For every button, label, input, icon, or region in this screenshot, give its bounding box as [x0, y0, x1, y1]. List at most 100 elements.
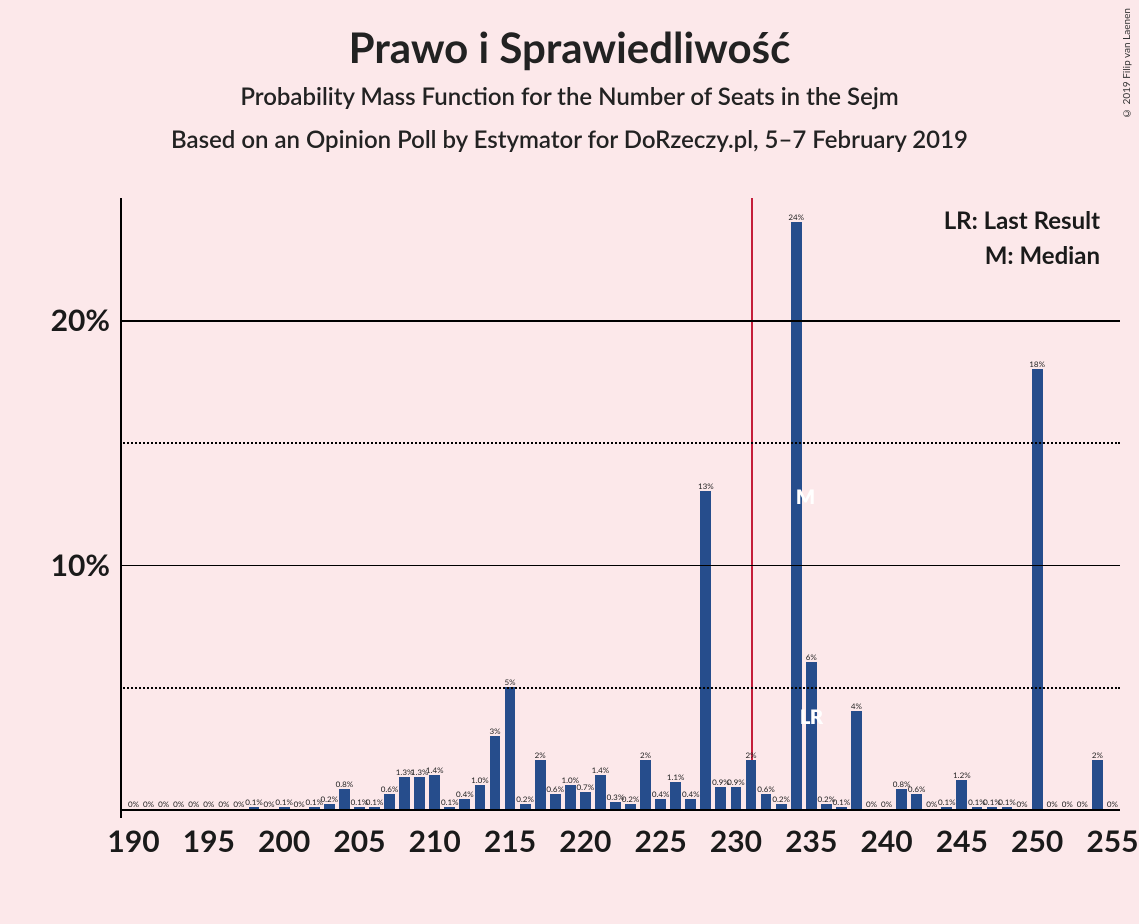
pmf-bar-label: 2%: [535, 750, 546, 760]
chart-titles: Prawo i Sprawiedliwość Probability Mass …: [0, 0, 1139, 154]
y-tick-label: 10%: [25, 547, 110, 583]
pmf-bar-label: 0%: [881, 799, 892, 809]
x-tick-label: 200: [258, 823, 310, 859]
pmf-bar: 0.8%: [339, 789, 350, 809]
median-marker: M: [796, 485, 815, 509]
pmf-bar: 4%: [851, 711, 862, 809]
pmf-bar: 0.6%: [384, 794, 395, 809]
pmf-bar: 0.3%: [610, 802, 621, 809]
pmf-bar: 2%: [535, 760, 546, 809]
pmf-bar-label: 0.4%: [456, 789, 474, 799]
pmf-bar: 0.9%: [715, 787, 726, 809]
pmf-bar-label: 0.2%: [772, 794, 790, 804]
chart-subtitle: Probability Mass Function for the Number…: [0, 82, 1139, 111]
pmf-bar-label: 0.6%: [381, 784, 399, 794]
y-tick-label: 20%: [25, 302, 110, 338]
pmf-bar-label: 5%: [504, 677, 515, 687]
pmf-bar: 1.0%: [475, 785, 486, 809]
pmf-bar-label: 0%: [128, 799, 139, 809]
pmf-bar: 13%: [700, 491, 711, 809]
pmf-bar: 0.9%: [731, 787, 742, 809]
pmf-bar-label: 0%: [188, 799, 199, 809]
pmf-bar-label: 0.4%: [682, 789, 700, 799]
chart-title: Prawo i Sprawiedliwość: [0, 22, 1139, 72]
x-tick-label: 195: [183, 823, 235, 859]
pmf-bar-label: 0%: [264, 799, 275, 809]
pmf-bar-label: 1.4%: [592, 765, 610, 775]
last-result-marker: LR: [800, 705, 823, 729]
pmf-bar-label: 0.6%: [757, 784, 775, 794]
pmf-bar: 3%: [490, 736, 501, 809]
pmf-bar: 5%: [505, 687, 516, 809]
pmf-bar-label: 2%: [640, 750, 651, 760]
pmf-bar: 2%: [640, 760, 651, 809]
pmf-bar: 2%: [746, 760, 757, 809]
pmf-bar-label: 1.2%: [953, 770, 971, 780]
pmf-bar-label: 0.1%: [366, 797, 384, 807]
x-tick-label: 215: [484, 823, 536, 859]
pmf-bar-label: 0%: [218, 799, 229, 809]
pmf-bar-label: 0%: [143, 799, 154, 809]
pmf-bar: 0.4%: [655, 799, 666, 809]
gridline-minor: [120, 442, 1120, 444]
pmf-bar: 0.6%: [911, 794, 922, 809]
gridline-major: [120, 565, 1120, 567]
x-tick-label: 210: [409, 823, 461, 859]
pmf-bar-label: 0%: [1077, 799, 1088, 809]
pmf-bar-label: 0.1%: [998, 797, 1016, 807]
pmf-bar-label: 0.4%: [652, 789, 670, 799]
pmf-bar-label: 2%: [745, 750, 756, 760]
pmf-bar-label: 0%: [233, 799, 244, 809]
chart-area: LR: Last Result M: Median 0%0%0%0%0%0%0%…: [120, 198, 1120, 818]
pmf-bar: 1.2%: [956, 780, 967, 809]
pmf-bar-label: 0.1%: [245, 797, 263, 807]
x-tick-label: 240: [860, 823, 912, 859]
pmf-bar-label: 2%: [1092, 750, 1103, 760]
pmf-bar-label: 0.6%: [908, 784, 926, 794]
chart-source: Based on an Opinion Poll by Estymator fo…: [0, 125, 1139, 154]
pmf-bar: 0.7%: [580, 792, 591, 809]
pmf-bar-label: 0%: [294, 799, 305, 809]
pmf-bar-label: 0.6%: [546, 784, 564, 794]
pmf-bar-label: 4%: [851, 701, 862, 711]
pmf-bar-label: 13%: [698, 481, 714, 491]
pmf-bar: 1.0%: [565, 785, 576, 809]
pmf-bar: 0.8%: [896, 789, 907, 809]
pmf-bar: 0.4%: [685, 799, 696, 809]
x-tick-label: 220: [559, 823, 611, 859]
x-tick-label: 190: [107, 823, 159, 859]
pmf-bar-label: 0.2%: [321, 794, 339, 804]
pmf-bar: 6%: [806, 662, 817, 809]
x-tick-label: 205: [333, 823, 385, 859]
gridline-minor: [120, 687, 1120, 689]
pmf-bar: 1.3%: [399, 777, 410, 809]
x-axis-baseline: [120, 809, 1120, 811]
x-tick-label: 225: [635, 823, 687, 859]
pmf-bar-label: 0.1%: [275, 797, 293, 807]
pmf-bar-label: 0%: [203, 799, 214, 809]
gridline-major: [120, 320, 1120, 322]
pmf-bar: 18%: [1032, 369, 1043, 809]
pmf-bar-label: 6%: [806, 652, 817, 662]
pmf-bar-label: 0.1%: [938, 797, 956, 807]
pmf-bar-label: 1.1%: [667, 772, 685, 782]
pmf-bar-label: 0%: [1047, 799, 1058, 809]
x-tick-label: 235: [785, 823, 837, 859]
pmf-bar: 0.4%: [459, 799, 470, 809]
pmf-bar-label: 0.2%: [516, 794, 534, 804]
pmf-bar: 1.1%: [670, 782, 681, 809]
pmf-bar-label: 18%: [1029, 359, 1045, 369]
x-tick-label: 245: [936, 823, 988, 859]
pmf-bar-label: 0%: [1062, 799, 1073, 809]
pmf-bar-label: 0%: [926, 799, 937, 809]
pmf-bar-label: 0%: [1017, 799, 1028, 809]
chart-plot: 0%0%0%0%0%0%0%0%0.1%0%0.1%0%0.1%0.2%0.8%…: [120, 198, 1120, 809]
pmf-bar-label: 0%: [173, 799, 184, 809]
pmf-bar-label: 0.2%: [622, 794, 640, 804]
pmf-bar-label: 24%: [788, 212, 804, 222]
pmf-bar: 0.6%: [761, 794, 772, 809]
pmf-bar: 1.3%: [414, 777, 425, 809]
x-tick-label: 250: [1011, 823, 1063, 859]
pmf-bar-label: 0.1%: [833, 797, 851, 807]
pmf-bar-label: 1.4%: [426, 765, 444, 775]
